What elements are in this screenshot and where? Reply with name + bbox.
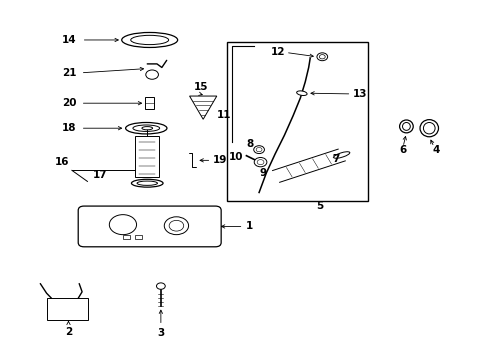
Ellipse shape [402, 122, 409, 130]
Bar [227, 42, 368, 202]
Text: 3: 3 [157, 328, 164, 338]
Ellipse shape [333, 152, 349, 158]
Ellipse shape [125, 122, 166, 134]
Bar [135, 136, 159, 177]
Text: 21: 21 [62, 68, 77, 78]
Circle shape [316, 53, 327, 61]
Ellipse shape [296, 91, 306, 95]
Text: 10: 10 [228, 153, 243, 162]
Ellipse shape [122, 32, 177, 48]
Text: 20: 20 [62, 98, 77, 108]
Text: 5: 5 [316, 201, 323, 211]
Ellipse shape [137, 181, 157, 185]
Bar [46, 298, 88, 320]
Ellipse shape [399, 120, 412, 133]
Text: 9: 9 [259, 168, 266, 178]
Bar [122, 235, 130, 239]
Ellipse shape [142, 127, 152, 130]
Text: 1: 1 [245, 221, 252, 231]
Circle shape [164, 217, 188, 235]
Circle shape [156, 283, 165, 289]
Bar [145, 98, 154, 109]
FancyBboxPatch shape [78, 206, 221, 247]
Ellipse shape [131, 179, 163, 187]
Text: 2: 2 [65, 327, 72, 337]
Circle shape [253, 146, 264, 154]
Ellipse shape [130, 35, 168, 45]
Text: 8: 8 [245, 139, 253, 149]
Circle shape [145, 70, 158, 79]
Text: 19: 19 [212, 156, 227, 165]
Text: 16: 16 [55, 157, 69, 167]
Circle shape [256, 148, 262, 152]
Circle shape [257, 159, 264, 165]
Text: 7: 7 [331, 154, 339, 164]
Ellipse shape [419, 120, 438, 137]
Text: 4: 4 [431, 145, 439, 155]
Text: 11: 11 [216, 110, 230, 120]
Text: 13: 13 [352, 89, 366, 99]
Text: 6: 6 [399, 145, 406, 155]
Bar [135, 235, 142, 239]
Ellipse shape [423, 122, 434, 134]
Circle shape [169, 220, 183, 231]
Circle shape [319, 55, 325, 59]
Ellipse shape [133, 125, 159, 131]
Circle shape [109, 215, 136, 235]
Polygon shape [189, 96, 216, 119]
Text: 12: 12 [270, 47, 285, 57]
Text: 15: 15 [193, 82, 207, 93]
Circle shape [254, 157, 266, 167]
Text: 18: 18 [62, 123, 77, 133]
Text: 17: 17 [93, 170, 107, 180]
Text: 14: 14 [62, 35, 77, 45]
